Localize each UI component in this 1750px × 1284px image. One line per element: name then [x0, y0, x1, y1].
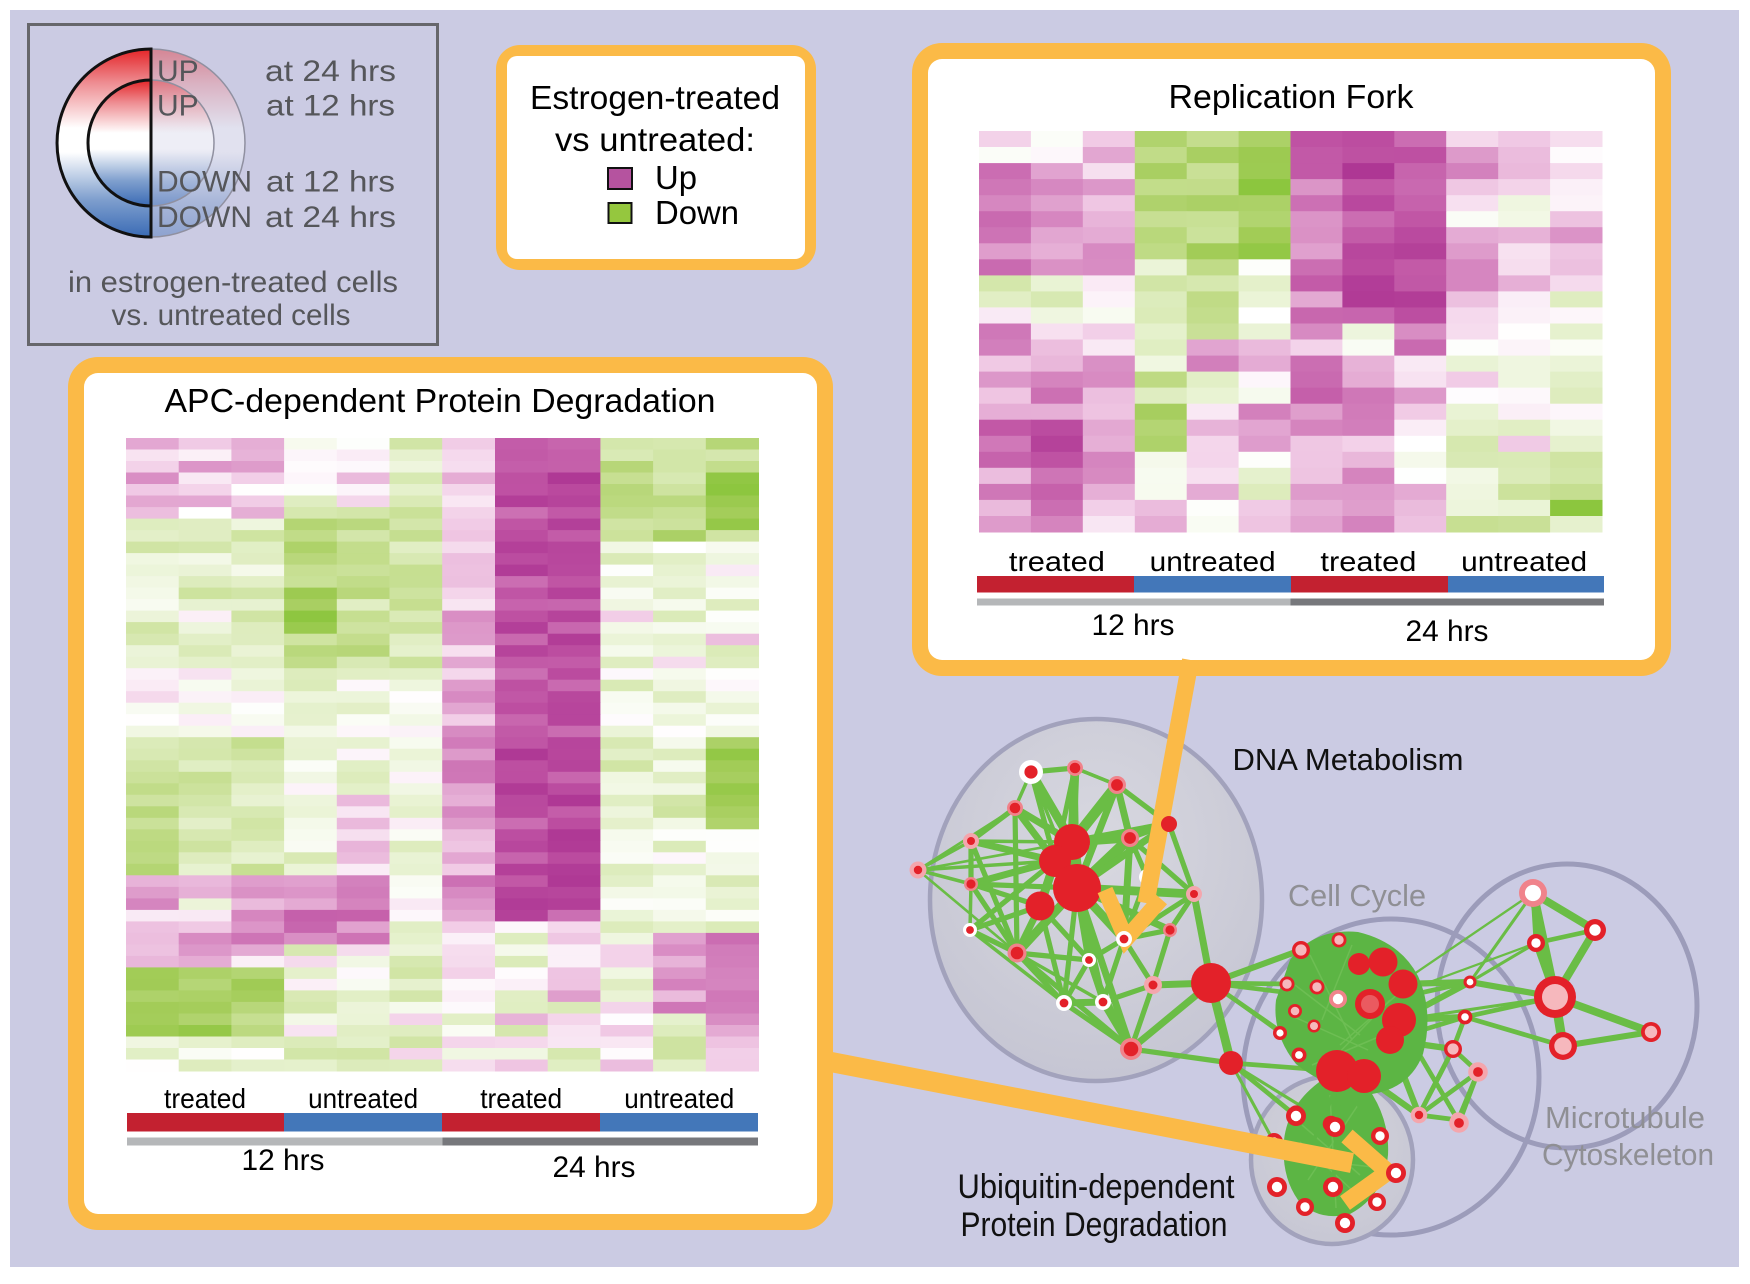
svg-text:Replication Fork: Replication Fork	[1169, 78, 1415, 115]
svg-text:DNA Metabolism: DNA Metabolism	[1233, 742, 1464, 777]
svg-text:treated: treated	[164, 1083, 246, 1114]
svg-text:at 24 hrs: at 24 hrs	[265, 55, 396, 88]
svg-text:Ubiquitin-dependent: Ubiquitin-dependent	[958, 1168, 1236, 1206]
svg-text:APC-dependent Protein Degradat: APC-dependent Protein Degradation	[165, 382, 716, 419]
svg-text:12 hrs: 12 hrs	[242, 1144, 325, 1177]
svg-text:at 12 hrs: at 12 hrs	[266, 90, 395, 123]
svg-text:vs. untreated cells: vs. untreated cells	[112, 299, 351, 332]
svg-text:DOWN: DOWN	[157, 166, 252, 199]
svg-text:Cell Cycle: Cell Cycle	[1288, 878, 1426, 913]
svg-text:treated: treated	[480, 1083, 562, 1114]
svg-text:Protein Degradation: Protein Degradation	[961, 1206, 1228, 1244]
svg-text:untreated: untreated	[308, 1083, 418, 1114]
svg-text:Microtubule: Microtubule	[1545, 1100, 1705, 1135]
svg-text:untreated: untreated	[1461, 546, 1587, 577]
svg-text:12 hrs: 12 hrs	[1092, 609, 1175, 642]
svg-text:UP: UP	[157, 90, 199, 123]
svg-text:Estrogen-treated: Estrogen-treated	[530, 79, 780, 116]
svg-text:treated: treated	[1320, 546, 1416, 577]
svg-text:in estrogen-treated cells: in estrogen-treated cells	[68, 266, 398, 299]
svg-text:treated: treated	[1009, 546, 1105, 577]
svg-text:DOWN: DOWN	[157, 201, 252, 234]
svg-text:untreated: untreated	[624, 1083, 734, 1114]
svg-text:Cytoskeleton: Cytoskeleton	[1542, 1137, 1714, 1172]
svg-text:24 hrs: 24 hrs	[1406, 615, 1489, 648]
svg-text:at 12 hrs: at 12 hrs	[266, 166, 395, 199]
svg-text:24 hrs: 24 hrs	[553, 1151, 636, 1184]
svg-text:untreated: untreated	[1150, 546, 1276, 577]
svg-text:Down: Down	[655, 194, 739, 231]
svg-text:UP: UP	[157, 55, 199, 88]
svg-text:Up: Up	[655, 159, 697, 196]
svg-text:at 24 hrs: at 24 hrs	[265, 201, 396, 234]
svg-text:vs untreated:: vs untreated:	[555, 121, 755, 158]
